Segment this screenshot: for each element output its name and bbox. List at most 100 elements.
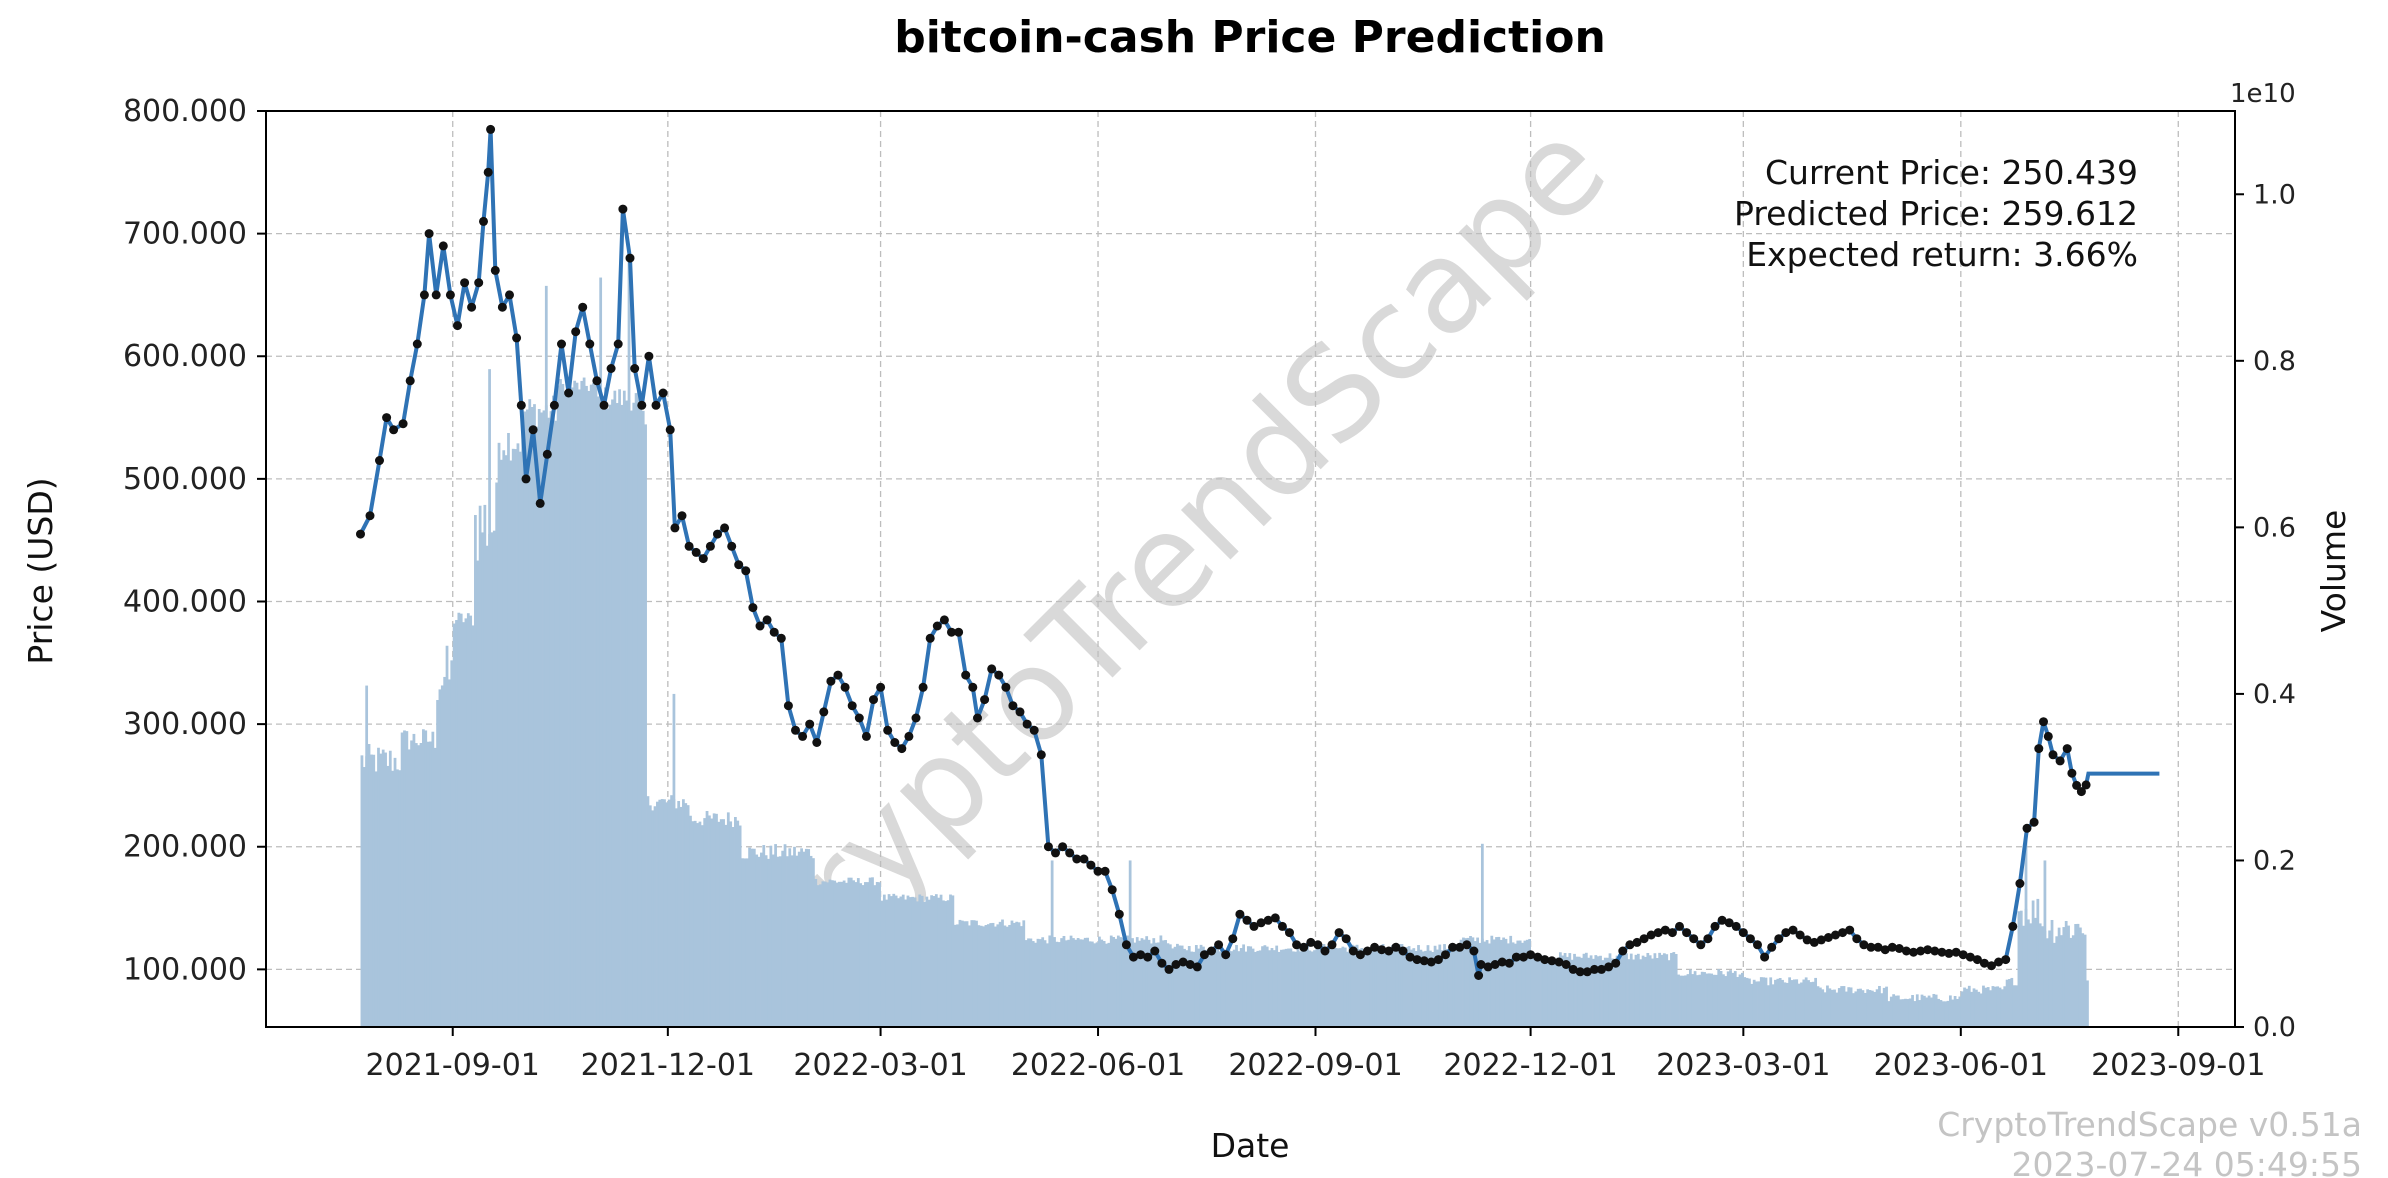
volume-bar bbox=[370, 754, 373, 1027]
price-point bbox=[684, 541, 694, 551]
volume-bar bbox=[1658, 952, 1662, 1027]
price-point bbox=[769, 627, 779, 637]
volume-bar bbox=[578, 389, 581, 1027]
price-point bbox=[1313, 940, 1323, 950]
volume-bar bbox=[1034, 942, 1037, 1027]
volume-bar bbox=[1010, 920, 1014, 1027]
price-point bbox=[613, 339, 623, 349]
volume-bar bbox=[1464, 938, 1468, 1027]
price-point bbox=[1582, 967, 1592, 977]
volume-bar bbox=[440, 685, 444, 1027]
volume-bar bbox=[436, 700, 439, 1027]
volume-bar bbox=[679, 806, 683, 1027]
volume-bar bbox=[1705, 973, 1709, 1027]
volume-bar bbox=[778, 856, 782, 1027]
volume-bar bbox=[1915, 994, 1919, 1027]
volume-bar bbox=[1142, 939, 1146, 1027]
volume-bar bbox=[1116, 935, 1120, 1027]
volume-bar bbox=[1816, 986, 1820, 1027]
volume-bar bbox=[1833, 989, 1836, 1027]
price-point bbox=[1419, 956, 1429, 966]
volume-bar bbox=[731, 827, 735, 1027]
volume-bar bbox=[2010, 977, 2014, 1027]
volume-bar bbox=[1710, 973, 1714, 1027]
volume-bar bbox=[821, 881, 825, 1027]
volume-bar bbox=[1913, 1001, 1917, 1027]
predicted-price-label: Predicted Price: 259.612 bbox=[1734, 194, 2138, 233]
price-point bbox=[1433, 955, 1443, 965]
volume-bar bbox=[438, 689, 442, 1027]
price-point bbox=[2072, 780, 2082, 790]
volume-bar bbox=[1797, 983, 1801, 1027]
price-point bbox=[1774, 934, 1784, 944]
price-point bbox=[1547, 956, 1557, 966]
volume-bar bbox=[722, 819, 725, 1027]
volume-bar bbox=[814, 879, 818, 1027]
price-point bbox=[833, 670, 843, 680]
volume-bar bbox=[1518, 940, 1522, 1027]
volume-bar bbox=[365, 685, 369, 1027]
price-point bbox=[1901, 946, 1911, 956]
volume-bar bbox=[1367, 949, 1371, 1027]
volume-bar bbox=[2083, 934, 2087, 1027]
price-point bbox=[677, 511, 687, 521]
volume-bar bbox=[1029, 938, 1033, 1027]
volume-bar bbox=[1979, 993, 1983, 1027]
volume-bar bbox=[585, 385, 588, 1027]
volume-bar bbox=[816, 885, 820, 1027]
volume-bar bbox=[374, 771, 378, 1027]
volume-bar bbox=[1083, 937, 1087, 1027]
price-point bbox=[1483, 962, 1493, 972]
volume-bar bbox=[1265, 946, 1269, 1027]
volume-bar bbox=[658, 799, 662, 1027]
price-point bbox=[1150, 946, 1160, 956]
volume-bar bbox=[760, 852, 763, 1027]
volume-bar bbox=[1020, 926, 1023, 1027]
price-point bbox=[1107, 885, 1117, 895]
volume-bar bbox=[991, 922, 995, 1027]
volume-bar bbox=[1280, 949, 1283, 1027]
volume-bar bbox=[960, 920, 964, 1027]
volume-bar bbox=[1204, 949, 1208, 1027]
volume-bar bbox=[443, 676, 447, 1027]
price-point bbox=[783, 701, 793, 711]
volume-bar bbox=[1046, 943, 1049, 1027]
volume-bar bbox=[1100, 939, 1104, 1027]
volume-bar bbox=[566, 383, 569, 1028]
volume-bar bbox=[1911, 995, 1914, 1027]
volume-bar bbox=[596, 396, 600, 1027]
volume-bar bbox=[757, 856, 761, 1027]
volume-bar bbox=[1842, 986, 1846, 1027]
price-point bbox=[2029, 817, 2039, 827]
volume-bar bbox=[1114, 938, 1118, 1027]
volume-bar bbox=[861, 885, 865, 1027]
price-point bbox=[947, 627, 956, 637]
volume-bar bbox=[750, 848, 754, 1027]
volume-bar bbox=[2019, 910, 2023, 1027]
price-point bbox=[2015, 879, 2025, 888]
price-point bbox=[630, 364, 640, 373]
volume-bar bbox=[925, 896, 929, 1027]
price-point bbox=[1589, 964, 1599, 974]
volume-bar bbox=[1362, 950, 1366, 1027]
volume-bar bbox=[838, 881, 841, 1027]
price-point bbox=[1426, 957, 1436, 967]
volume-bar bbox=[429, 741, 432, 1027]
volume-bar bbox=[1135, 937, 1139, 1027]
volume-bar bbox=[450, 660, 454, 1027]
volume-bar bbox=[2055, 936, 2059, 1027]
volume-bar bbox=[1783, 982, 1787, 1027]
volume-bar bbox=[1523, 940, 1527, 1027]
price-point bbox=[1753, 940, 1762, 950]
volume-bar bbox=[878, 882, 881, 1027]
price-point bbox=[961, 670, 971, 680]
volume-bar bbox=[1889, 996, 1893, 1027]
volume-bar bbox=[1733, 971, 1737, 1027]
volume-bar bbox=[908, 897, 912, 1027]
volume-bar bbox=[882, 894, 886, 1027]
volume-bar bbox=[1041, 937, 1045, 1027]
volume-bar bbox=[930, 895, 933, 1027]
price-point bbox=[453, 321, 462, 331]
price-point bbox=[973, 713, 982, 723]
price-point bbox=[854, 713, 864, 723]
